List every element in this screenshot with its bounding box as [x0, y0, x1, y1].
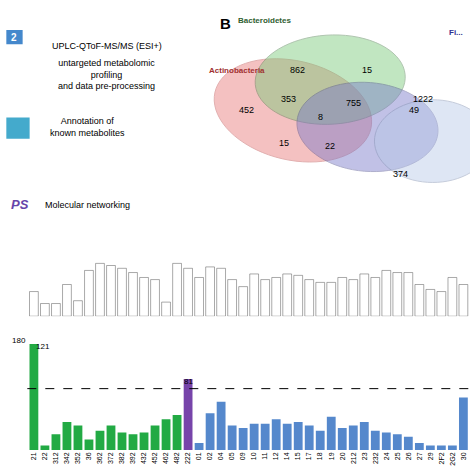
- svg-text:862: 862: [290, 65, 305, 75]
- svg-text:755: 755: [346, 98, 361, 108]
- svg-text:18: 18: [317, 452, 324, 460]
- svg-text:382: 382: [118, 452, 125, 464]
- svg-text:21: 21: [30, 452, 37, 460]
- svg-text:452: 452: [239, 105, 254, 115]
- svg-text:15: 15: [279, 138, 289, 148]
- svg-text:Fi...: Fi...: [449, 28, 463, 37]
- svg-text:24: 24: [383, 452, 390, 460]
- svg-text:362: 362: [96, 452, 103, 464]
- svg-text:212: 212: [350, 452, 357, 464]
- svg-text:UPLC-QToF-MS/MS (ESI+): UPLC-QToF-MS/MS (ESI+): [52, 41, 162, 51]
- svg-text:2G2: 2G2: [449, 452, 456, 465]
- svg-text:392: 392: [129, 452, 136, 464]
- svg-text:Molecular networking: Molecular networking: [45, 200, 130, 210]
- svg-text:20: 20: [339, 452, 346, 460]
- svg-text:05: 05: [228, 452, 235, 460]
- svg-text:09: 09: [239, 452, 246, 460]
- svg-text:352: 352: [74, 452, 81, 464]
- svg-text:2: 2: [11, 32, 17, 43]
- svg-text:Bacteroidetes: Bacteroidetes: [238, 16, 291, 25]
- svg-text:15: 15: [294, 452, 301, 460]
- svg-text:22: 22: [41, 452, 48, 460]
- svg-text:452: 452: [151, 452, 158, 464]
- svg-text:01: 01: [195, 452, 202, 460]
- svg-text:23: 23: [361, 452, 368, 460]
- svg-text:26: 26: [405, 452, 412, 460]
- svg-text:10: 10: [250, 452, 257, 460]
- svg-text:17: 17: [305, 452, 312, 460]
- svg-text:30: 30: [460, 452, 467, 460]
- svg-text:312: 312: [52, 452, 59, 464]
- svg-text:11: 11: [261, 452, 268, 459]
- svg-text:12: 12: [272, 452, 279, 460]
- svg-text:02: 02: [206, 452, 213, 460]
- svg-text:49: 49: [409, 105, 419, 115]
- svg-text:462: 462: [162, 452, 169, 464]
- svg-text:342: 342: [63, 452, 70, 464]
- svg-text:2F2: 2F2: [438, 452, 445, 464]
- svg-text:PS: PS: [11, 197, 29, 212]
- svg-text:432: 432: [140, 452, 147, 464]
- svg-text:22: 22: [325, 141, 335, 151]
- svg-text:222: 222: [184, 452, 191, 464]
- svg-text:Actinobacteria: Actinobacteria: [209, 66, 265, 75]
- svg-text:14: 14: [283, 452, 290, 460]
- svg-text:04: 04: [217, 452, 224, 460]
- svg-text:121: 121: [36, 342, 50, 351]
- svg-text:180: 180: [12, 336, 26, 345]
- svg-text:36: 36: [85, 452, 92, 460]
- svg-text:25: 25: [394, 452, 401, 460]
- svg-text:1222: 1222: [413, 94, 433, 104]
- svg-text:29: 29: [427, 452, 434, 460]
- svg-text:8: 8: [318, 112, 323, 122]
- svg-text:374: 374: [393, 169, 408, 179]
- svg-text:15: 15: [362, 65, 372, 75]
- svg-text:Annotation ofknown metabolites: Annotation ofknown metabolites: [50, 116, 125, 138]
- svg-text:372: 372: [107, 452, 114, 464]
- svg-text:19: 19: [328, 452, 335, 460]
- svg-text:untargeted metabolomicprofilin: untargeted metabolomicprofilingand data …: [58, 58, 155, 91]
- svg-text:353: 353: [281, 94, 296, 104]
- svg-text:232: 232: [372, 452, 379, 464]
- svg-text:482: 482: [173, 452, 180, 464]
- svg-text:B: B: [220, 15, 231, 32]
- svg-text:81: 81: [184, 377, 193, 386]
- svg-text:27: 27: [416, 452, 423, 460]
